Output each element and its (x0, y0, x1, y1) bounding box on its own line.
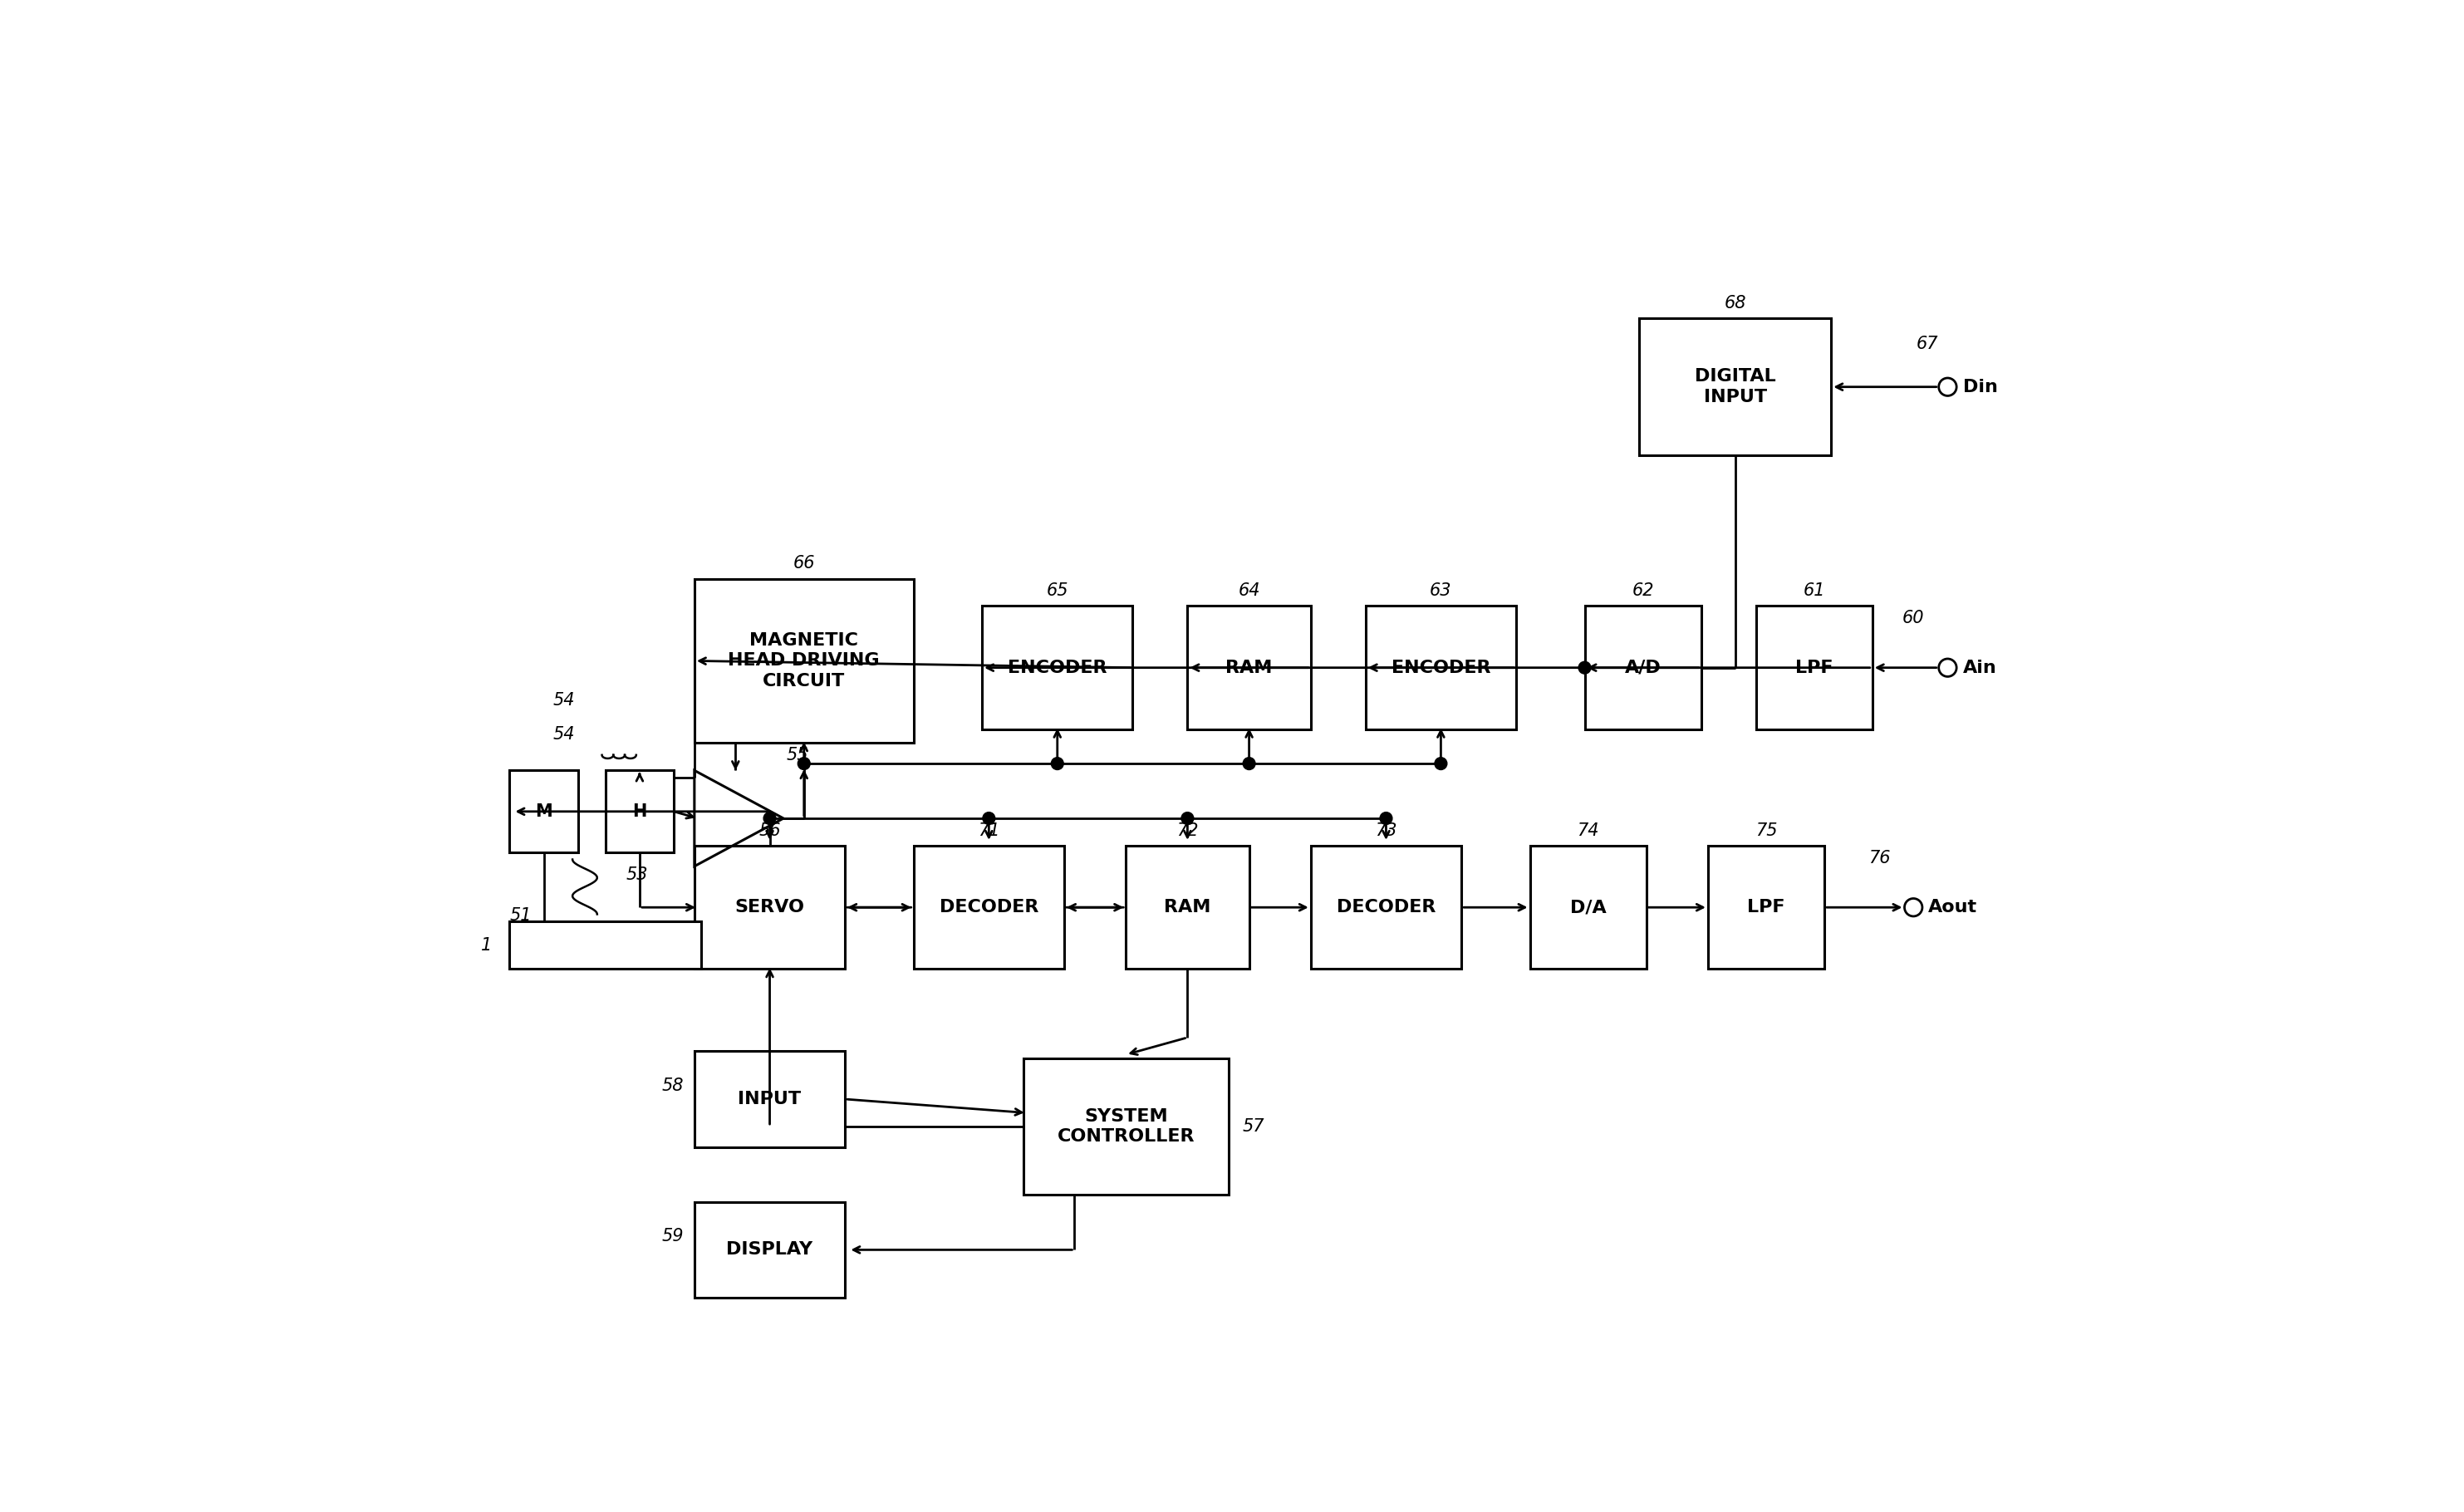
Text: 55: 55 (786, 747, 808, 764)
Bar (1188, 606, 1311, 729)
Bar (1365, 606, 1515, 729)
Bar (1023, 1058, 1230, 1194)
Bar (1708, 845, 1823, 969)
Text: D/A: D/A (1570, 900, 1607, 916)
Text: 58: 58 (663, 1077, 685, 1093)
Circle shape (1579, 662, 1592, 674)
Circle shape (1939, 659, 1956, 676)
Text: Ain: Ain (1964, 659, 1996, 676)
Text: Aout: Aout (1929, 900, 1979, 916)
Bar (695, 1051, 845, 1148)
Text: 74: 74 (1577, 823, 1599, 839)
Text: 63: 63 (1429, 582, 1451, 599)
Text: 57: 57 (1242, 1119, 1264, 1136)
Bar (1126, 845, 1249, 969)
Bar (1584, 606, 1700, 729)
Text: Din: Din (1964, 378, 1998, 395)
Circle shape (1242, 758, 1254, 770)
Circle shape (1180, 812, 1193, 824)
Text: 72: 72 (1175, 823, 1198, 839)
Circle shape (1052, 758, 1064, 770)
Bar (1757, 606, 1873, 729)
Text: 75: 75 (1754, 823, 1777, 839)
Bar (1530, 845, 1646, 969)
Text: H: H (633, 803, 648, 820)
Text: 54: 54 (554, 726, 574, 742)
Bar (1639, 319, 1831, 455)
Bar (606, 771, 673, 853)
Text: 54: 54 (554, 692, 574, 709)
Text: DECODER: DECODER (1335, 900, 1437, 916)
Bar (695, 845, 845, 969)
Text: 51: 51 (510, 907, 532, 924)
Circle shape (798, 758, 811, 770)
Bar (510, 771, 579, 853)
Text: ENCODER: ENCODER (1392, 659, 1491, 676)
Circle shape (1939, 378, 1956, 396)
Bar (510, 921, 702, 969)
Circle shape (1380, 812, 1392, 824)
Text: 1: 1 (480, 937, 493, 954)
Text: M: M (535, 803, 552, 820)
Text: 56: 56 (759, 823, 781, 839)
Text: RAM: RAM (1163, 900, 1210, 916)
Circle shape (764, 812, 776, 824)
Text: DIGITAL
INPUT: DIGITAL INPUT (1695, 369, 1777, 405)
Text: ENCODER: ENCODER (1008, 659, 1106, 676)
Text: LPF: LPF (1796, 659, 1833, 676)
Text: 68: 68 (1725, 295, 1747, 311)
Text: A/D: A/D (1624, 659, 1661, 676)
Circle shape (1905, 898, 1922, 916)
Text: 62: 62 (1631, 582, 1653, 599)
Text: RAM: RAM (1225, 659, 1271, 676)
Bar (983, 606, 1133, 729)
Text: 71: 71 (978, 823, 1000, 839)
Text: 64: 64 (1237, 582, 1259, 599)
Text: 60: 60 (1902, 609, 1924, 626)
Text: 73: 73 (1375, 823, 1397, 839)
Text: 66: 66 (793, 555, 816, 572)
Text: DECODER: DECODER (939, 900, 1037, 916)
Bar (695, 1202, 845, 1297)
Text: 61: 61 (1804, 582, 1826, 599)
Bar (1311, 845, 1461, 969)
Text: INPUT: INPUT (739, 1090, 801, 1107)
Text: DISPLAY: DISPLAY (727, 1241, 813, 1258)
Circle shape (983, 812, 995, 824)
Text: 67: 67 (1917, 336, 1939, 352)
Text: 76: 76 (1868, 850, 1890, 866)
Text: SERVO: SERVO (734, 900, 806, 916)
Bar (914, 845, 1064, 969)
Text: LPF: LPF (1747, 900, 1784, 916)
Text: MAGNETIC
HEAD DRIVING
CIRCUIT: MAGNETIC HEAD DRIVING CIRCUIT (727, 632, 880, 689)
Text: SYSTEM
CONTROLLER: SYSTEM CONTROLLER (1057, 1108, 1195, 1145)
Text: 65: 65 (1047, 582, 1069, 599)
Circle shape (1434, 758, 1446, 770)
Text: 53: 53 (626, 866, 648, 883)
Text: 59: 59 (663, 1228, 685, 1244)
Bar (695, 579, 914, 742)
